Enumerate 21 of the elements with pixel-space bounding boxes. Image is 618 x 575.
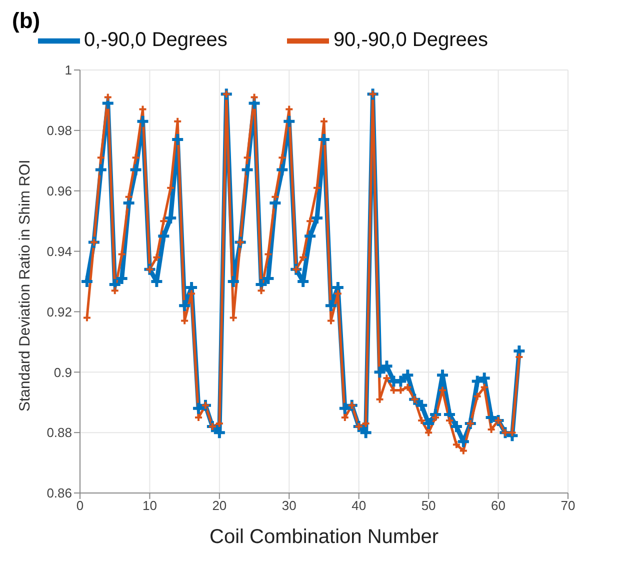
x-tick-label: 0 <box>76 498 84 514</box>
x-tick-label: 40 <box>352 498 366 514</box>
y-tick-label: 0.94 <box>46 244 72 259</box>
x-tick-label: 10 <box>142 498 157 514</box>
y-tick-label: 0.88 <box>46 425 72 440</box>
legend-label: 90,-90,0 Degrees <box>333 29 488 52</box>
y-tick-label: 0.9 <box>54 364 72 380</box>
x-tick-label: 60 <box>491 498 506 514</box>
x-tick-label: 50 <box>421 498 436 514</box>
chart-title: (b) <box>12 8 40 34</box>
x-axis-title: Coil Combination Number <box>210 526 439 548</box>
x-tick-label: 20 <box>212 498 227 514</box>
y-tick-label: 1 <box>64 62 72 78</box>
y-tick-label: 0.86 <box>46 486 72 501</box>
y-tick-label: 0.96 <box>46 183 72 198</box>
x-tick-label: 30 <box>282 498 296 514</box>
y-tick-label: 0.92 <box>46 304 72 320</box>
y-tick-label: 0.98 <box>46 123 72 138</box>
y-axis-title: Standard Deviation Ratio in Shim ROI <box>16 160 34 412</box>
x-tick-label: 70 <box>560 498 576 514</box>
legend-label: 0,-90,0 Degrees <box>84 29 228 52</box>
